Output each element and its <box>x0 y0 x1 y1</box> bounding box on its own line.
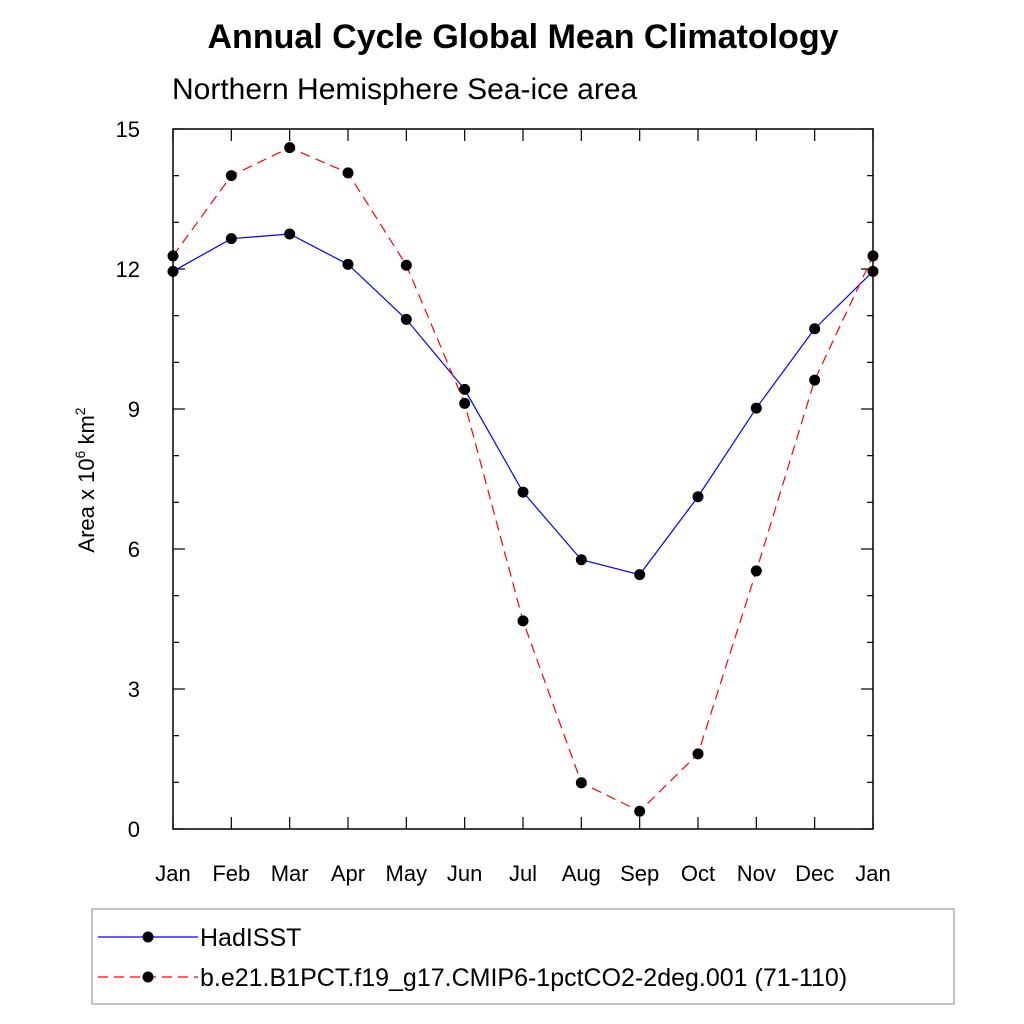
series-1-point <box>167 265 179 277</box>
legend-label-1: HadISST <box>200 924 301 952</box>
series-1-point <box>517 486 529 498</box>
x-tick-labels: Jan Feb Mar Apr May Jun Jul Aug Sep Oct Nov Dec Jan <box>155 861 890 886</box>
series-1-point <box>575 554 587 566</box>
legend-label-2: b.e21.B1PCT.f19_g17.CMIP6-1pctCO2-2deg.0… <box>200 964 847 992</box>
x-tick-label: Mar <box>271 861 309 886</box>
x-tick-label: Oct <box>681 861 715 886</box>
y-tick-label: 15 <box>116 117 140 142</box>
legend-marker-1 <box>142 931 154 943</box>
axis-ticks <box>172 128 874 830</box>
legend-marker-2 <box>142 971 154 983</box>
x-tick-label: Jan <box>155 861 190 886</box>
x-tick-label: Dec <box>795 861 834 886</box>
x-tick-label: Nov <box>737 861 776 886</box>
series-2-point <box>167 250 179 262</box>
y-tick-label: 6 <box>128 537 140 562</box>
legend: HadISST b.e21.B1PCT.f19_g17.CMIP6-1pctCO2… <box>98 924 847 992</box>
x-tick-label: Aug <box>562 861 601 886</box>
series-2-point <box>342 167 354 179</box>
x-tick-label: Sep <box>620 861 659 886</box>
x-tick-label: May <box>386 861 428 886</box>
series-1-point <box>634 569 646 581</box>
y-tick-label: 3 <box>128 677 140 702</box>
series-1-point <box>459 383 471 395</box>
series-1-point <box>867 265 879 277</box>
series-2-point <box>634 805 646 817</box>
series-2-point <box>225 170 237 182</box>
x-tick-label: Jan <box>855 861 890 886</box>
series-line-2 <box>172 147 874 812</box>
plot-frame <box>172 128 874 830</box>
y-tick-label: 9 <box>128 397 140 422</box>
plot-series <box>167 142 879 817</box>
series-1-point <box>284 228 296 240</box>
y-axis-label-prefix: Area x 10 <box>74 458 99 552</box>
y-axis-label-exponent: 6 <box>72 450 88 458</box>
series-2-point <box>400 259 412 271</box>
y-tick-labels: 0 3 6 9 12 15 <box>116 117 140 842</box>
chart-title: Annual Cycle Global Mean Climatology <box>208 18 839 56</box>
x-tick-label: Apr <box>331 861 365 886</box>
series-1-point <box>750 402 762 414</box>
series-line-1 <box>172 233 874 576</box>
x-tick-label: Jul <box>509 861 537 886</box>
legend-box <box>91 908 955 1005</box>
y-axis-label-unit-exponent: 2 <box>72 407 88 415</box>
y-axis-label: Area x 106 km2 <box>72 407 99 552</box>
series-2-point <box>809 374 821 386</box>
chart-subtitle: Northern Hemisphere Sea-ice area <box>172 73 638 106</box>
x-tick-label: Feb <box>212 861 250 886</box>
series-2-point <box>575 777 587 789</box>
y-axis-label-unit: km <box>74 415 99 450</box>
series-2-point <box>750 565 762 577</box>
series-2-point <box>284 142 296 154</box>
series-1-point <box>342 258 354 270</box>
y-tick-label: 12 <box>116 257 140 282</box>
series-2-point <box>692 748 704 760</box>
y-tick-label: 0 <box>128 817 140 842</box>
series-2-point <box>517 615 529 627</box>
series-1-point <box>809 323 821 335</box>
series-2-point <box>459 397 471 409</box>
series-1-point <box>692 491 704 503</box>
series-1-point <box>400 313 412 325</box>
x-tick-label: Jun <box>447 861 482 886</box>
series-1-point <box>225 233 237 245</box>
series-2-point <box>867 250 879 262</box>
